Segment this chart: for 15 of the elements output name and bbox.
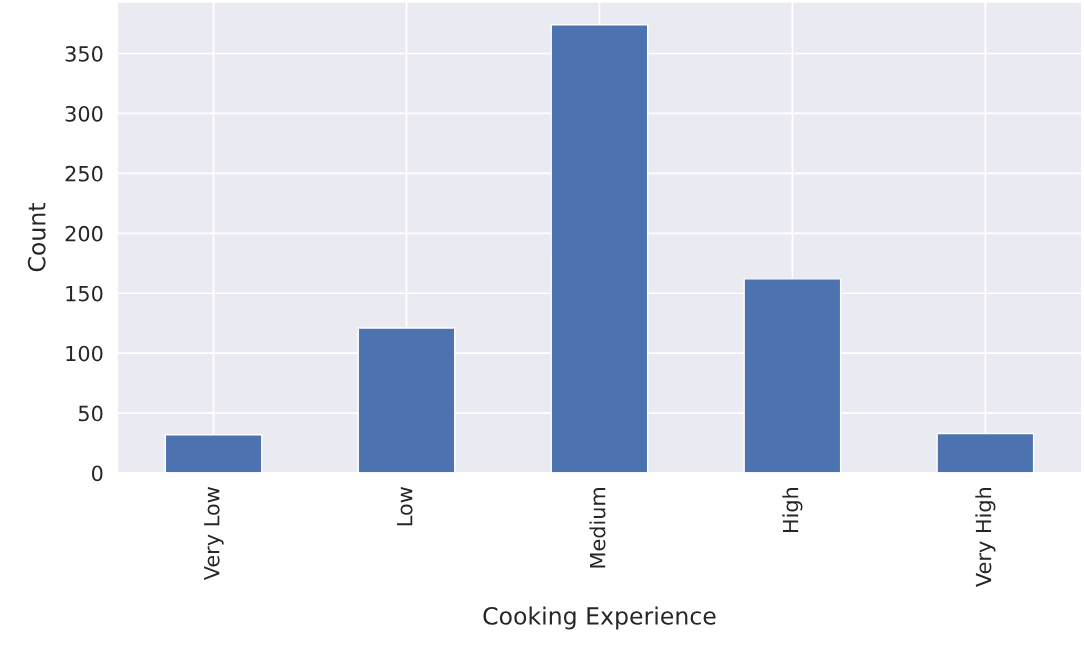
- x-tick-label: Very High: [975, 488, 996, 587]
- y-tick-label: 50: [78, 405, 103, 422]
- y-tick-label: 200: [65, 225, 103, 242]
- x-axis-title: Cooking Experience: [483, 606, 716, 630]
- x-tick-label: Very Low: [204, 487, 224, 581]
- y-tick-label: 150: [66, 285, 103, 302]
- y-tick-label: 250: [65, 165, 103, 182]
- x-tick-label: Medium: [589, 488, 606, 568]
- x-tick-label: Low: [397, 487, 413, 526]
- y-tick-label: 300: [65, 105, 103, 122]
- x-tick-label: High: [782, 488, 803, 533]
- y-tick-label: 0: [92, 465, 103, 482]
- y-tick-label: 350: [65, 45, 103, 62]
- y-axis-title: Count: [27, 203, 46, 272]
- y-tick-label: 100: [66, 345, 103, 362]
